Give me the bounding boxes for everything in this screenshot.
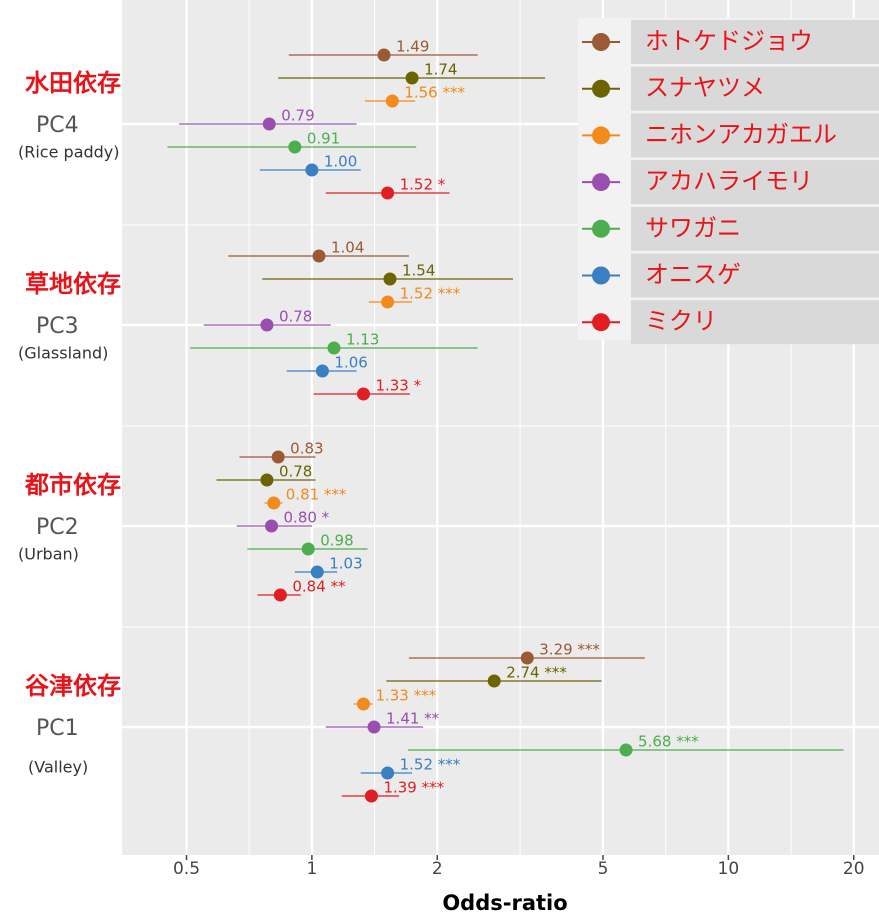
point: [260, 474, 273, 487]
category-en: (Rice paddy): [18, 143, 120, 162]
point: [265, 520, 278, 533]
point: [357, 698, 370, 711]
point: [386, 95, 399, 108]
category-en: (Urban): [18, 545, 79, 564]
legend-key: [592, 126, 610, 144]
legend-key: [592, 80, 610, 98]
point: [365, 790, 378, 803]
category-pc: PC1: [36, 716, 79, 741]
x-tick-label: 5: [598, 859, 609, 879]
value-label: 1.04: [331, 239, 364, 257]
point: [260, 319, 273, 332]
value-label: 1.52 *: [400, 176, 446, 194]
category-pc: PC4: [36, 113, 79, 138]
point: [357, 388, 370, 401]
point: [316, 365, 329, 378]
x-tick-label: 1: [306, 859, 317, 879]
point: [381, 187, 394, 200]
value-label: 0.98: [320, 532, 353, 550]
legend-label: ホトケドジョウ: [645, 27, 813, 55]
value-label: 5.68 ***: [638, 733, 699, 751]
category-jp: 都市依存: [24, 471, 121, 499]
point: [274, 589, 287, 602]
value-label: 1.56 ***: [404, 84, 465, 102]
category-en: (Glassland): [18, 344, 108, 363]
category-jp: 草地依存: [25, 270, 121, 298]
legend-key: [592, 173, 610, 191]
x-tick-label: 20: [843, 859, 865, 879]
point: [488, 675, 501, 688]
value-label: 1.54: [402, 262, 435, 280]
value-label: 0.78: [279, 308, 312, 326]
value-label: 3.29 ***: [539, 641, 600, 659]
point: [305, 164, 318, 177]
point: [263, 118, 276, 131]
category-en: (Valley): [28, 758, 88, 777]
value-label: 1.41 **: [386, 710, 440, 728]
value-label: 1.49: [396, 38, 429, 56]
category-pc: PC2: [36, 515, 79, 540]
value-label: 0.80 *: [284, 509, 330, 527]
value-label: 1.74: [424, 61, 457, 79]
category-pc: PC3: [36, 314, 79, 339]
value-label: 1.13: [346, 331, 379, 349]
value-label: 2.74 ***: [506, 664, 567, 682]
value-label: 1.33 *: [375, 377, 421, 395]
value-label: 0.91: [307, 130, 340, 148]
legend-label: ニホンアカガエル: [645, 120, 837, 148]
point: [381, 296, 394, 309]
value-label: 1.03: [329, 555, 362, 573]
chart: 1.49 1.04 0.83 3.29 *** 1.74 1.54 0.78 2.74 ***…: [0, 0, 879, 921]
value-label: 1.06: [334, 354, 367, 372]
value-label: 0.84 **: [292, 578, 346, 596]
category-jp: 谷津依存: [25, 672, 121, 700]
value-label: 0.78: [279, 463, 312, 481]
value-label: 1.52 ***: [400, 285, 461, 303]
x-axis-title: Odds-ratio: [442, 891, 567, 915]
value-label: 1.52 ***: [400, 756, 461, 774]
legend-key: [592, 33, 610, 51]
legend-key: [592, 313, 610, 331]
x-tick-label: 2: [432, 859, 443, 879]
point: [383, 273, 396, 286]
legend-key: [592, 267, 610, 285]
x-tick-label: 10: [718, 859, 740, 879]
legend-label: アカハライモリ: [645, 167, 813, 195]
point: [267, 497, 280, 510]
point: [312, 250, 325, 263]
legend-label: ミクリ: [645, 307, 717, 335]
legend-label: オニスゲ: [645, 261, 741, 289]
value-label: 0.79: [281, 107, 314, 125]
value-label: 1.33 ***: [375, 687, 436, 705]
value-label: 1.39 ***: [383, 779, 444, 797]
value-label: 1.00: [324, 153, 357, 171]
legend-label: スナヤツメ: [645, 74, 765, 102]
point: [378, 49, 391, 62]
legend-key: [592, 220, 610, 238]
point: [368, 721, 381, 734]
point: [288, 141, 301, 154]
category-jp: 水田依存: [25, 69, 121, 97]
point: [620, 744, 633, 757]
point: [302, 543, 315, 556]
legend-label: サワガニ: [645, 214, 741, 242]
value-label: 0.83: [290, 440, 323, 458]
value-label: 0.81 ***: [286, 486, 347, 504]
x-tick-label: 0.5: [173, 859, 200, 879]
